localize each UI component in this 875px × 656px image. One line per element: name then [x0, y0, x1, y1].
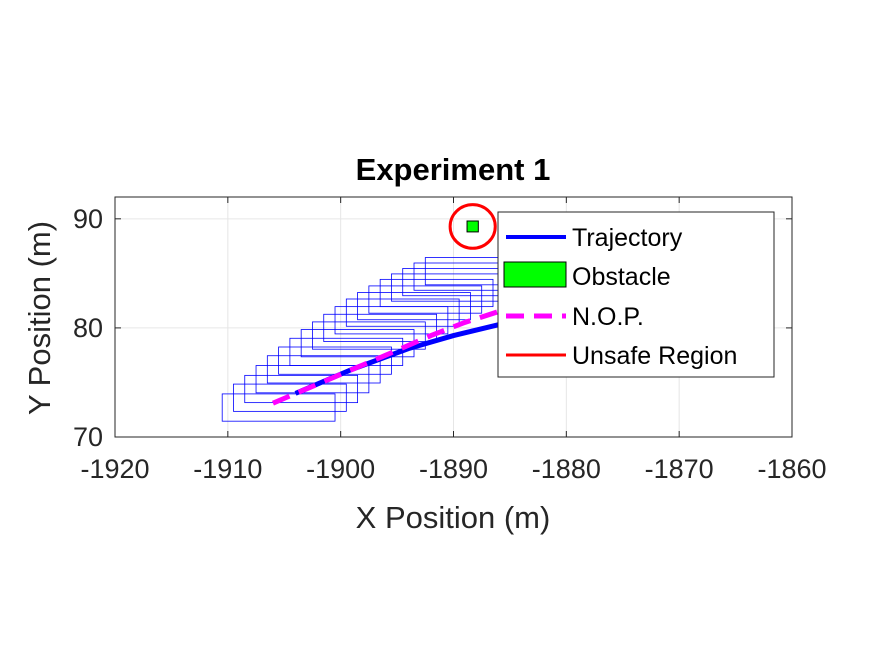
reachable-set-box	[379, 278, 494, 308]
reachable-set-box	[221, 393, 336, 422]
x-axis-label: X Position (m)	[356, 500, 551, 535]
reachable-set-box	[233, 383, 347, 412]
y-tick-label: 80	[73, 313, 103, 343]
reachable-set-box	[368, 285, 483, 314]
unsafe-region-circle	[448, 203, 497, 250]
reachable-set-box	[312, 321, 426, 350]
reachable-set-box	[357, 292, 471, 321]
x-tick-label: -1920	[80, 454, 149, 484]
legend-box	[497, 211, 775, 378]
obstacle-marker	[466, 220, 479, 233]
chart-title: Experiment 1	[356, 152, 551, 187]
legend-unsafe-label: Unsafe Region	[572, 342, 737, 370]
x-tick-label: -1860	[757, 454, 826, 484]
x-tick-label: -1890	[419, 454, 488, 484]
legend-obstacle-swatch	[503, 261, 567, 288]
reachable-set-box	[323, 313, 437, 342]
x-tick-label: -1900	[306, 454, 375, 484]
x-tick-label: -1880	[532, 454, 601, 484]
legend-trajectory-label: Trajectory	[572, 224, 683, 252]
legend: Trajectory Obstacle N.O.P. Unsafe Region	[497, 211, 775, 378]
legend-nop-label: N.O.P.	[572, 303, 644, 331]
nop-line	[271, 300, 534, 406]
x-axis-ticks: -1920 -1910 -1900 -1890 -1880 -1870 -1860	[80, 197, 827, 484]
reachable-set-box	[244, 374, 358, 404]
x-tick-label: -1870	[645, 454, 714, 484]
reachable-set-box	[345, 298, 460, 327]
y-axis-ticks: 70 80 90	[73, 204, 792, 452]
y-tick-label: 90	[73, 204, 103, 234]
y-axis-label: Y Position (m)	[22, 221, 57, 415]
y-tick-label: 70	[73, 422, 103, 452]
x-tick-label: -1910	[193, 454, 262, 484]
legend-obstacle-label: Obstacle	[572, 263, 671, 291]
